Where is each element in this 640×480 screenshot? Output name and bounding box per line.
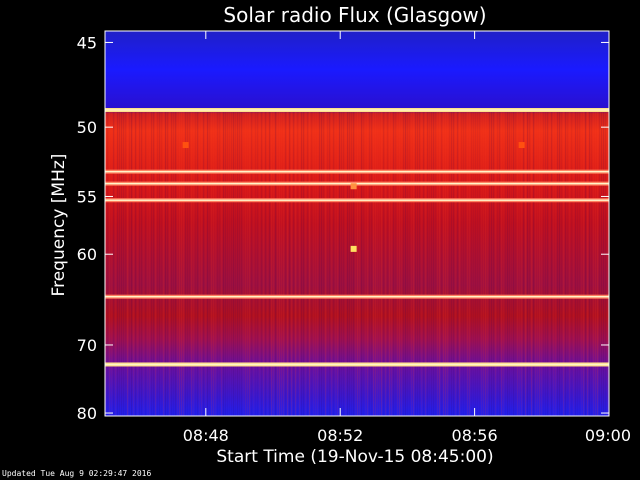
y-tick-label: 50 [77,118,97,137]
spectrogram-texture [105,111,609,416]
burst-point [518,142,525,149]
y-tick-label: 60 [77,245,97,264]
burst-point [350,245,357,252]
spectrogram-background [105,31,609,416]
y-tick-label: 45 [77,33,97,52]
x-tick-label: 08:48 [183,426,229,445]
x-tick-label: 08:56 [452,426,498,445]
chart-title: Solar radio Flux (Glasgow) [223,3,486,27]
y-tick-label: 80 [77,404,97,423]
x-axis-label: Start Time (19-Nov-15 08:45:00) [216,447,493,467]
burst-point [350,183,357,190]
bright-band-core [105,182,609,185]
bright-band-core [105,199,609,201]
y-tick-label: 55 [77,187,97,206]
y-axis-label: Frequency [MHz] [49,154,69,297]
bright-band-core [105,109,609,111]
y-tick-label: 70 [77,336,97,355]
bright-band-core [105,363,609,366]
bright-band-core [105,170,609,173]
burst-point [182,142,189,149]
plot-frame [104,30,610,417]
updated-timestamp: Updated Tue Aug 9 02:29:47 2016 [2,469,152,478]
bright-band-core [105,295,609,298]
x-tick-label: 09:00 [585,426,631,445]
spectrogram-area [105,31,609,416]
y-axis: 45 50 55 60 70 80 [77,33,609,423]
x-tick-label: 08:52 [317,426,363,445]
x-axis: 08:48 08:52 08:56 09:00 [183,31,631,445]
